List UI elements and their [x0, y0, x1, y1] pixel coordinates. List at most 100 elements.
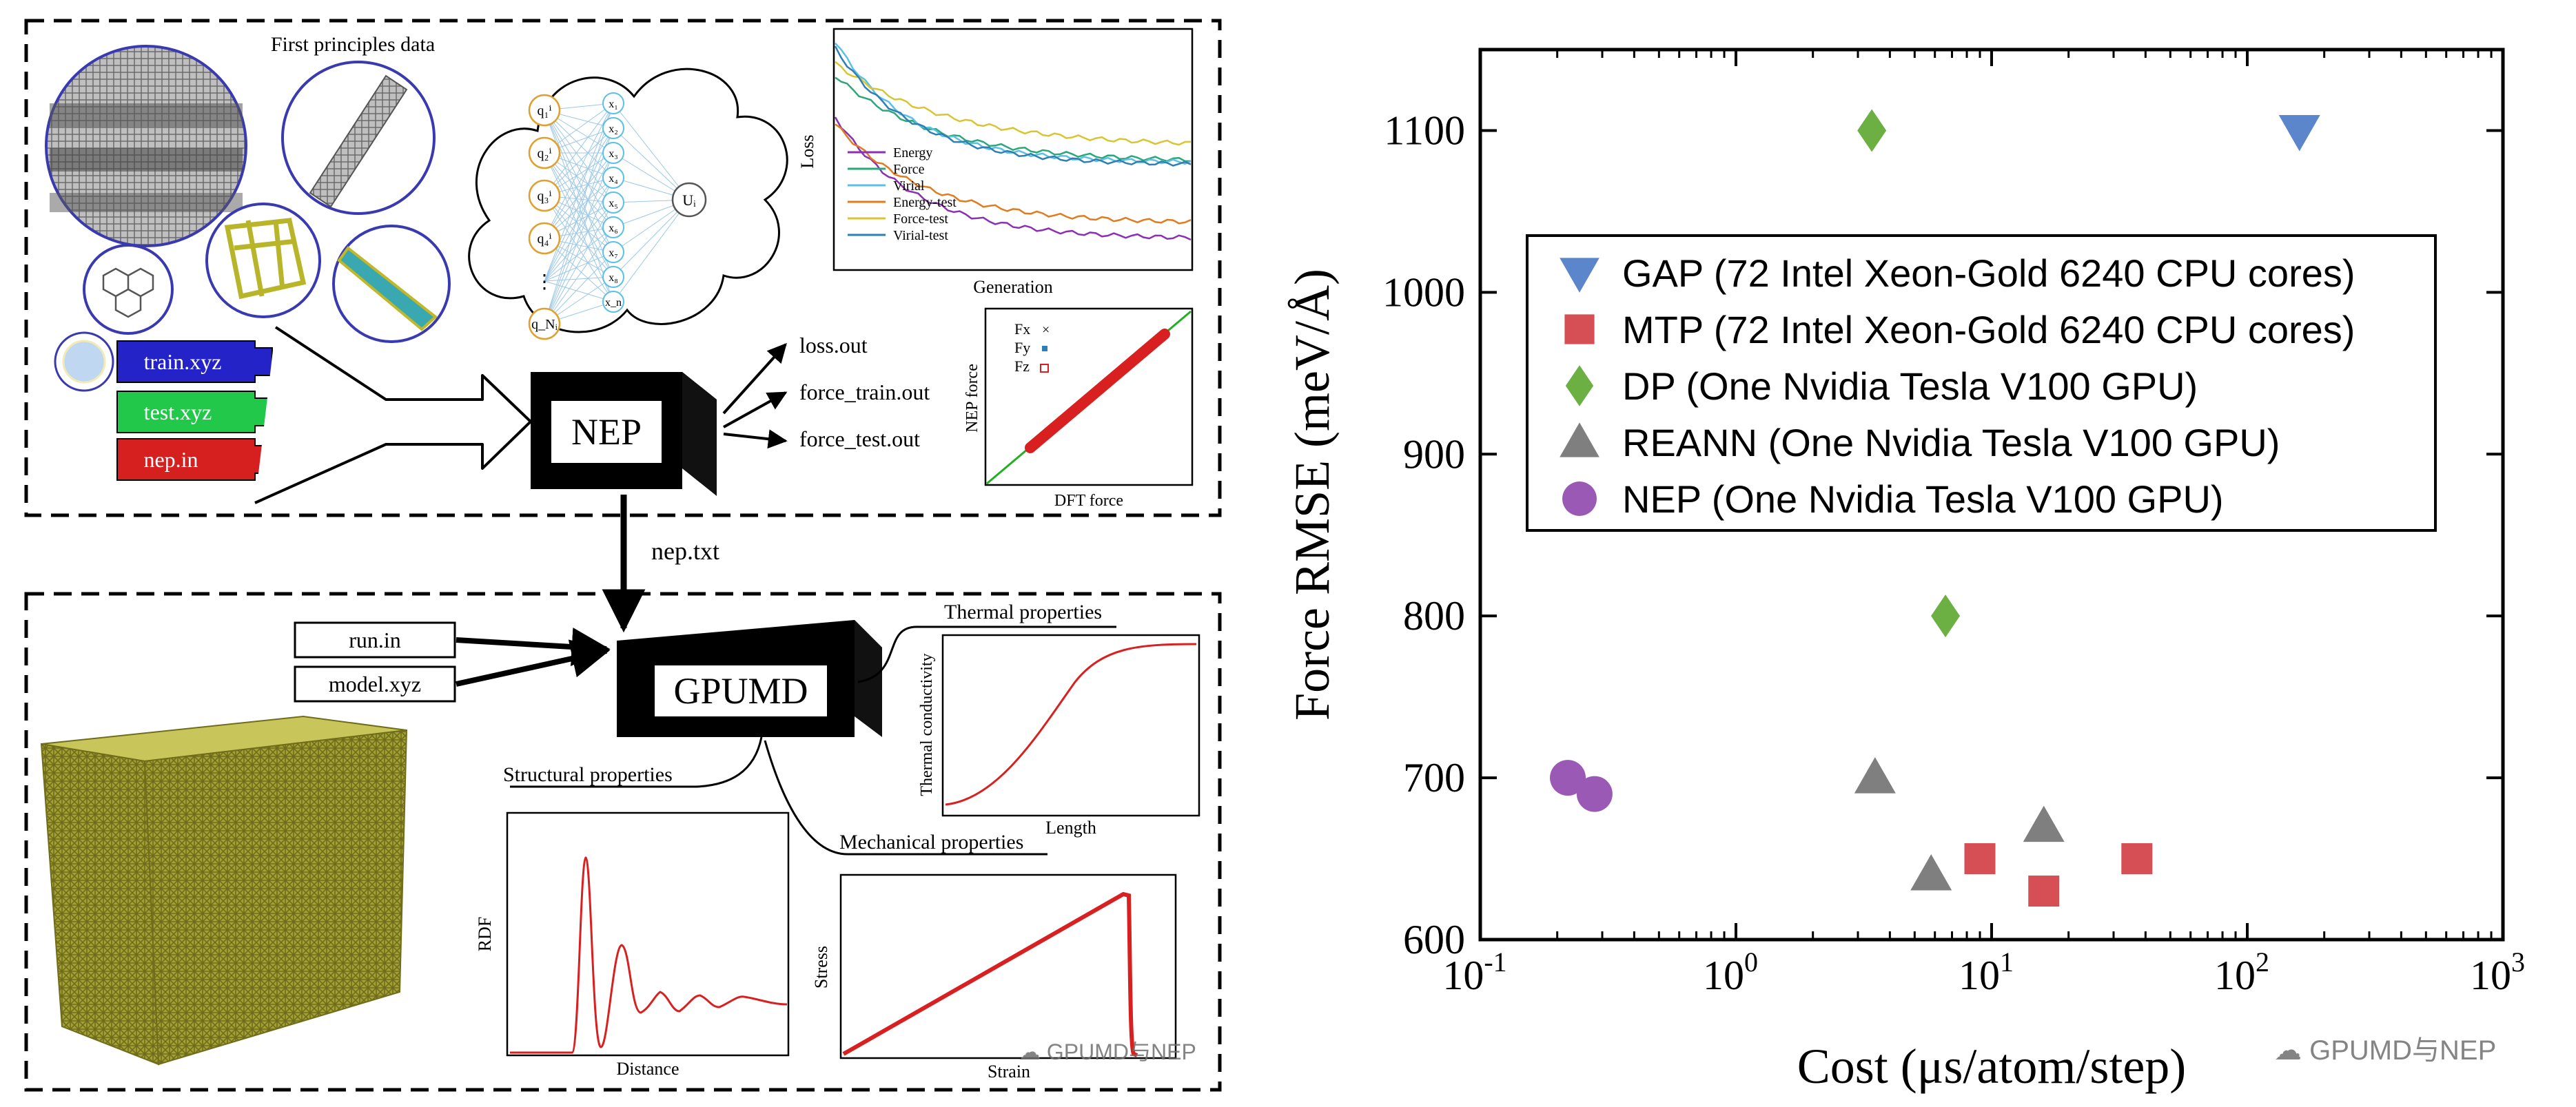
workflow-diagram: First principles data train.xyz [24, 19, 1222, 1092]
nn-input-node [528, 94, 561, 127]
nn-hidden-label: x₄ [609, 173, 618, 185]
nn-link [544, 177, 614, 282]
small-lattice-image [54, 331, 114, 392]
y-tick-label: 1100 [1384, 107, 1465, 153]
y-tick-label: 900 [1403, 431, 1465, 477]
loss-legend-label: Force-test [893, 211, 948, 227]
x-tick-base: 10 [1442, 953, 1484, 998]
loss-legend: EnergyForceVirialEnergy-testForce-testVi… [848, 145, 957, 243]
nep-box-face [551, 401, 662, 463]
nn-link [544, 110, 614, 278]
parity-plot: Fx × Fy Fz NEP force DFT force [963, 307, 1194, 510]
gpumd-inputs: run.in model.xyz [294, 621, 611, 703]
nn-link [544, 251, 614, 324]
nn-input-label: q_Nᵢ [531, 317, 558, 332]
loss-curve [834, 45, 1192, 167]
x-tick-label: 101 [1959, 946, 2014, 998]
nn-link [544, 177, 614, 324]
chart-ylabel: Force RMSE (meV/Å) [1285, 269, 1340, 721]
structural-connector [510, 736, 763, 788]
y-tick-label: 800 [1403, 593, 1465, 639]
nn-link [544, 103, 614, 239]
gpumd-box-face [655, 665, 827, 716]
gpumd-label: GPUMD [673, 670, 808, 712]
mtp-point [1964, 843, 1996, 875]
x-tick-exponent: -1 [1484, 946, 1506, 977]
nn-link [544, 152, 614, 278]
reann-legend-marker [1560, 422, 1599, 457]
chart-xlabel: Cost (μs/atom/step) [1797, 1039, 2187, 1094]
first-principles-title: First principles data [271, 33, 435, 56]
nn-link [544, 152, 614, 282]
force-train-arrow [723, 391, 788, 428]
thermal-plot-frame [941, 634, 1200, 817]
gpumd-box: GPUMD [617, 620, 882, 737]
neural-network-cloud: q₁ⁱ q₂ⁱ q₃ⁱ q₄ⁱ ⋮ q_Nᵢ x₁ x₂ x₃ x₄ x₅ x₆ x₇ x₈ x_n Uᵢ [468, 68, 788, 340]
nn-link [544, 202, 614, 282]
nepin-file-label: nep.in [143, 447, 198, 472]
chart-legend-items: GAP (72 Intel Xeon-Gold 6240 CPU cores) M… [1560, 251, 2355, 521]
nn-hidden-node [602, 142, 624, 164]
nn-input-node [528, 222, 561, 255]
left-watermark-text: GPUMD与NEP [1047, 1039, 1196, 1064]
nn-link [544, 103, 614, 324]
x-tick-exponent: 0 [1744, 946, 1758, 977]
cluster-shape [224, 218, 307, 300]
nn-link [544, 152, 614, 302]
y-tick-label: 600 [1403, 917, 1465, 962]
cube-front-face [40, 743, 160, 1066]
thermal-ylabel: Thermal conductivity [918, 653, 936, 796]
nn-link [544, 152, 614, 228]
x-tick-base: 10 [1703, 953, 1744, 998]
nn-input-node [528, 136, 561, 169]
nn-link [544, 103, 614, 196]
structural-plot-frame [506, 811, 790, 1057]
nn-hidden-label: x₃ [609, 148, 618, 160]
nn-input-ellipsis: ⋮ [535, 271, 554, 293]
nn-link [613, 199, 690, 302]
nn-link [544, 251, 614, 282]
stress-strain-curve [842, 891, 1138, 1057]
cloud-outline [468, 68, 788, 333]
nn-link [544, 280, 614, 302]
nn-link [544, 152, 614, 239]
nn-hidden-node [602, 192, 624, 214]
nn-hidden-label: x₇ [609, 247, 618, 259]
reann-point [2023, 805, 2065, 842]
loss-ylabel: Loss [797, 134, 817, 168]
model-xyz-label: model.xyz [329, 672, 421, 696]
nn-hidden-label: x₁ [609, 99, 618, 110]
test-file-label: test.xyz [144, 400, 212, 424]
run-in-label: run.in [349, 628, 401, 652]
loss-plot: Loss Generation EnergyForceVirialEnergy-… [797, 28, 1194, 297]
dp-point [1857, 109, 1887, 152]
right-watermark-text: GPUMD与NEP [2309, 1035, 2496, 1066]
thermal-curve [945, 643, 1197, 806]
nn-hidden-node [602, 117, 624, 139]
nn-hidden-label: x₂ [609, 123, 618, 135]
parity-data-band [1025, 329, 1170, 453]
x-tick-label: 100 [1703, 946, 1758, 998]
x-tick-base: 10 [1959, 953, 2000, 998]
nn-hidden-node [602, 216, 624, 238]
nn-link [544, 152, 614, 253]
parity-legend-fz-mark [1040, 364, 1049, 373]
loss-curves [834, 42, 1192, 241]
x-tick-exponent: 3 [2511, 946, 2525, 977]
nn-link [544, 195, 614, 302]
nep-label: NEP [571, 411, 642, 453]
rdf-curve [510, 856, 788, 1054]
nn-link [544, 227, 614, 282]
gap-legend-label: GAP (72 Intel Xeon-Gold 6240 CPU cores) [1622, 251, 2355, 295]
nn-link [544, 195, 614, 278]
x-tick-base: 10 [2470, 953, 2511, 998]
loss-out-label: loss.out [799, 333, 868, 358]
force-test-arrow [723, 429, 788, 449]
loss-legend-label: Force [893, 162, 925, 177]
x-tick-label: 102 [2214, 946, 2269, 998]
graphene-layers-image [45, 45, 247, 247]
cube-side-face [143, 729, 408, 1066]
nn-input-label: q₄ⁱ [538, 231, 552, 247]
small-lattice-fill [62, 340, 106, 384]
nn-hidden-label: x_n [605, 297, 622, 309]
